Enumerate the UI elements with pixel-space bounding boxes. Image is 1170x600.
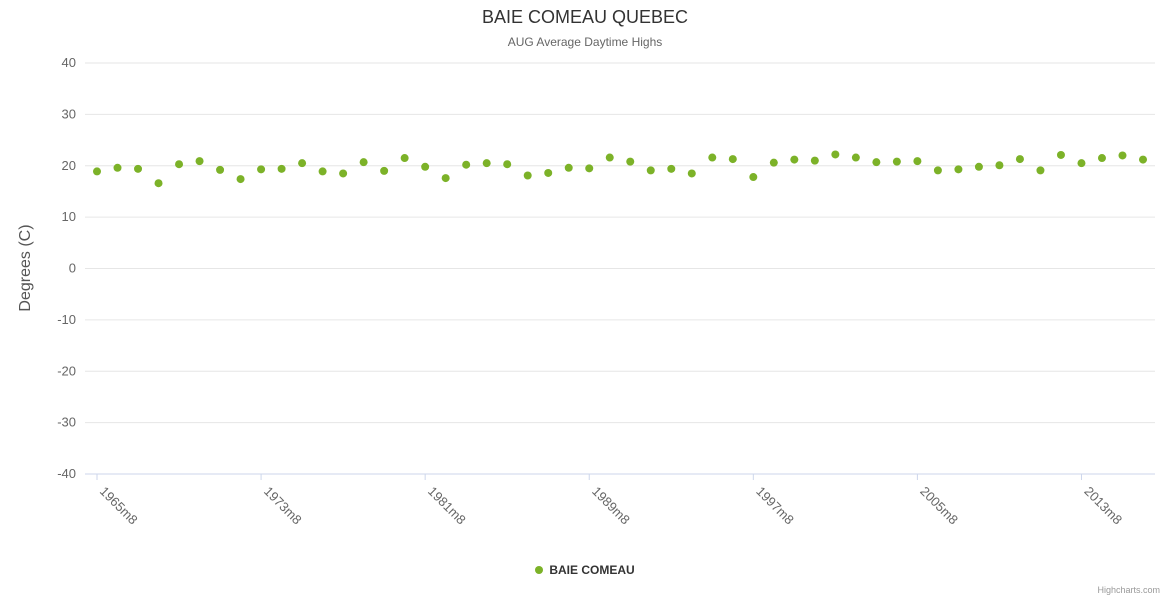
data-point[interactable]: 2009m8: 20.1	[995, 161, 1004, 170]
y-tick-label: 10	[62, 209, 76, 224]
x-tick-label: 1989m8	[589, 484, 633, 528]
chart-title: BAIE COMEAU QUEBEC	[481, 7, 689, 27]
data-point[interactable]: 2008m8: 19.8	[974, 162, 983, 171]
data-point[interactable]: 1972m8: 17.4	[236, 175, 245, 184]
data-point[interactable]: 2001m8: 22.2	[831, 150, 840, 159]
data-point[interactable]: 1984m8: 20.5	[482, 159, 491, 168]
data-point[interactable]: 2000m8: 21	[810, 156, 819, 165]
data-point[interactable]: 1993m8: 19.4	[667, 164, 676, 173]
data-point[interactable]: 1978m8: 20.7	[359, 158, 368, 167]
data-point[interactable]: 1977m8: 18.5	[339, 169, 348, 178]
data-point[interactable]: 2004m8: 20.8	[892, 157, 901, 166]
x-tick-label: 2013m8	[1081, 484, 1125, 528]
data-point[interactable]: 2006m8: 19.1	[933, 166, 942, 175]
y-tick-label: 40	[62, 55, 76, 70]
data-point[interactable]: 1988m8: 19.6	[564, 163, 573, 172]
data-point[interactable]: 1975m8: 20.5	[298, 159, 307, 168]
plot-area: -40 -30 -20 -10 0 10 20 30 40 1965m8 1973m8 1981m8 1…	[57, 55, 1155, 528]
data-point[interactable]: 1987m8: 18.6	[544, 168, 553, 177]
data-point[interactable]: 1985m8: 20.3	[503, 160, 512, 169]
data-point[interactable]: 1981m8: 19.8	[421, 162, 430, 171]
credits-link[interactable]: Highcharts.com	[1097, 585, 1160, 595]
legend-item[interactable]: BAIE COMEAU	[0, 563, 1170, 577]
data-point[interactable]: 2003m8: 20.7	[872, 158, 881, 167]
x-tick-label: 1997m8	[753, 484, 797, 528]
data-point[interactable]: 1998m8: 20.6	[769, 158, 778, 167]
y-tick-label: 30	[62, 106, 76, 121]
data-point[interactable]: 1980m8: 21.5	[400, 154, 409, 163]
data-point[interactable]: 1994m8: 18.5	[687, 169, 696, 178]
chart-subtitle: AUG Average Daytime Highs	[507, 35, 663, 49]
x-tick-label: 1973m8	[261, 484, 305, 528]
data-point[interactable]: 2012m8: 22.1	[1056, 150, 1065, 159]
data-point[interactable]: 2016m8: 21.2	[1139, 155, 1147, 164]
data-point[interactable]: 1970m8: 20.9	[195, 157, 204, 166]
data-point[interactable]: 1976m8: 18.9	[318, 167, 327, 176]
y-tick-label: 0	[69, 261, 76, 276]
data-point[interactable]: 1983m8: 20.2	[462, 160, 471, 169]
data-point[interactable]: 2015m8: 22	[1118, 151, 1127, 160]
data-point[interactable]: 2014m8: 21.5	[1097, 154, 1106, 163]
data-point[interactable]: 1995m8: 21.6	[708, 153, 717, 162]
legend-label: BAIE COMEAU	[549, 563, 635, 577]
data-point[interactable]: 1973m8: 19.3	[257, 165, 266, 174]
data-point[interactable]: 1992m8: 19.1	[646, 166, 655, 175]
data-point[interactable]: 1991m8: 20.8	[626, 157, 635, 166]
data-point[interactable]: 1966m8: 19.6	[113, 163, 122, 172]
data-point[interactable]: 1989m8: 19.5	[585, 164, 594, 173]
data-point[interactable]: 1986m8: 18.1	[523, 171, 532, 180]
data-point[interactable]: 1967m8: 19.4	[134, 164, 143, 173]
data-point[interactable]: 1971m8: 19.2	[216, 165, 225, 174]
data-point[interactable]: 1965m8: 18.9	[93, 167, 101, 176]
data-point[interactable]: 1996m8: 21.3	[728, 155, 737, 164]
data-point[interactable]: 2002m8: 21.6	[851, 153, 860, 162]
y-tick-label: -10	[57, 312, 76, 327]
x-tick-label: 1981m8	[425, 484, 469, 528]
data-point[interactable]: 1990m8: 21.6	[605, 153, 614, 162]
legend-marker-icon	[535, 566, 544, 574]
y-tick-label: -40	[57, 466, 76, 481]
data-point[interactable]: 1997m8: 17.8	[749, 173, 758, 182]
x-tick-label: 1965m8	[97, 484, 141, 528]
data-point[interactable]: 2010m8: 21.3	[1015, 155, 1024, 164]
data-point[interactable]: 1982m8: 17.6	[441, 174, 450, 183]
data-point[interactable]: 2013m8: 20.5	[1077, 159, 1086, 168]
y-tick-label: -20	[57, 363, 76, 378]
data-point[interactable]: 1974m8: 19.4	[277, 164, 286, 173]
data-point[interactable]: 2005m8: 20.9	[913, 157, 922, 166]
data-point[interactable]: 1999m8: 21.2	[790, 155, 799, 164]
data-point[interactable]: 1979m8: 19	[380, 166, 389, 175]
data-point[interactable]: 1969m8: 20.3	[175, 160, 184, 169]
data-point[interactable]: 2007m8: 19.3	[954, 165, 963, 174]
data-point[interactable]: 1968m8: 16.6	[154, 179, 163, 188]
data-point[interactable]: 2011m8: 19.1	[1036, 166, 1045, 175]
y-tick-label: -30	[57, 415, 76, 430]
y-tick-label: 20	[62, 158, 76, 173]
x-tick-label: 2005m8	[917, 484, 961, 528]
